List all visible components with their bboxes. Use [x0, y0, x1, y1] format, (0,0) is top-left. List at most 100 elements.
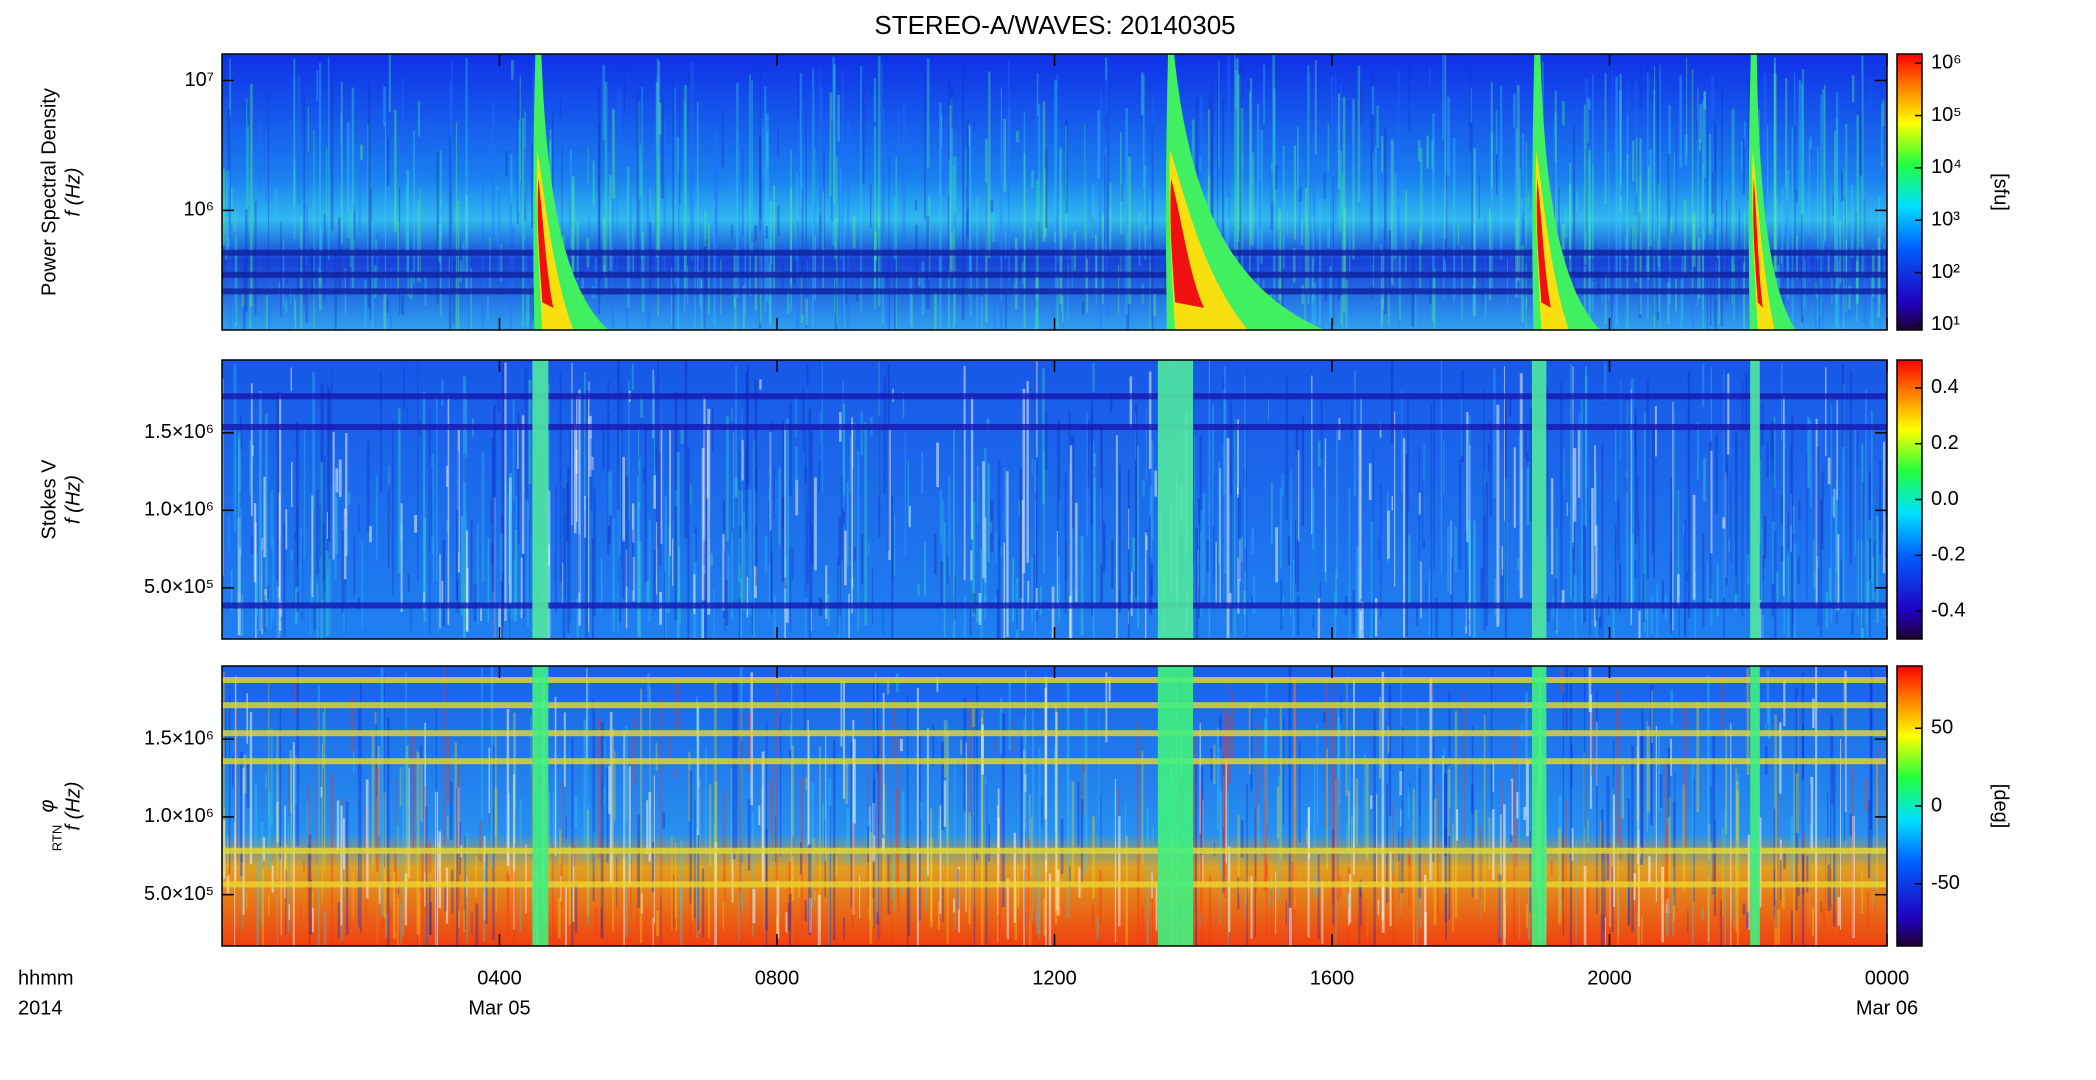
- streak: [1126, 132, 1129, 236]
- streak: [1141, 750, 1144, 865]
- streak: [1870, 276, 1874, 330]
- spectrogram-background: [222, 54, 1887, 330]
- streak: [696, 877, 700, 922]
- streak: [759, 292, 761, 325]
- streak: [1850, 184, 1854, 258]
- streak: [691, 881, 694, 921]
- streak: [1271, 162, 1273, 202]
- streak: [1298, 741, 1301, 843]
- streak: [1649, 149, 1653, 246]
- streak: [1565, 666, 1568, 734]
- streak: [1371, 86, 1375, 115]
- streak: [602, 265, 606, 277]
- streak: [697, 706, 700, 836]
- streak: [640, 395, 643, 418]
- streak: [320, 786, 323, 798]
- streak: [1521, 136, 1525, 245]
- streak: [275, 186, 278, 215]
- streak: [1286, 212, 1288, 235]
- streak: [569, 431, 571, 624]
- streak: [960, 739, 963, 755]
- streak: [1696, 422, 1700, 481]
- streak: [1138, 210, 1141, 266]
- streak: [1281, 473, 1284, 498]
- streak: [1043, 449, 1045, 575]
- streak: [1655, 725, 1657, 902]
- streak: [1811, 863, 1813, 888]
- streak: [620, 383, 623, 568]
- streak: [871, 566, 874, 625]
- streak: [1447, 768, 1451, 836]
- streak: [674, 87, 676, 285]
- streak: [1588, 99, 1591, 110]
- streak: [374, 711, 378, 725]
- streak: [814, 235, 816, 300]
- streak: [997, 460, 1001, 639]
- streak: [1054, 223, 1057, 292]
- streak: [622, 456, 625, 542]
- streak: [655, 742, 658, 771]
- streak: [936, 442, 940, 488]
- streak: [316, 70, 319, 102]
- streak: [767, 501, 770, 536]
- streak: [1141, 906, 1144, 946]
- streak: [562, 488, 566, 639]
- streak: [1722, 826, 1724, 917]
- streak: [789, 724, 792, 753]
- streak: [440, 205, 443, 216]
- streak: [952, 165, 955, 217]
- streak: [1301, 285, 1304, 305]
- streak: [834, 217, 837, 259]
- streak: [1265, 802, 1267, 885]
- streak: [782, 419, 784, 529]
- streak: [872, 720, 875, 838]
- streak: [479, 820, 482, 862]
- streak: [1652, 120, 1655, 315]
- streak: [1137, 445, 1140, 628]
- streak: [1547, 601, 1550, 623]
- streak: [1149, 516, 1151, 614]
- streak: [1631, 227, 1633, 250]
- streak: [1820, 421, 1823, 637]
- streak: [235, 235, 238, 326]
- streak: [970, 396, 974, 540]
- streak: [443, 667, 446, 845]
- streak: [1345, 733, 1348, 797]
- y-axis-label: f (Hz): [62, 782, 84, 831]
- streak: [1710, 277, 1712, 326]
- streak: [358, 133, 361, 232]
- streak: [424, 722, 427, 907]
- streak: [1059, 147, 1062, 305]
- streak: [1275, 871, 1277, 935]
- streak: [431, 468, 434, 537]
- streak: [1500, 814, 1502, 875]
- streak: [648, 519, 651, 622]
- streak: [418, 891, 421, 946]
- streak: [584, 495, 586, 539]
- streak: [493, 497, 496, 639]
- colorbar-label: [sfu]: [1990, 173, 2012, 211]
- streak: [1860, 73, 1862, 263]
- streak: [611, 105, 614, 293]
- streak: [1418, 139, 1421, 162]
- streak: [1400, 667, 1402, 916]
- streak: [1786, 217, 1789, 269]
- streak: [778, 467, 781, 545]
- streak: [638, 541, 642, 605]
- streak: [1312, 488, 1315, 615]
- streak: [1684, 601, 1686, 635]
- streak: [764, 86, 767, 311]
- streak: [1744, 121, 1746, 147]
- streak: [578, 389, 581, 626]
- streak: [848, 593, 850, 639]
- streak: [446, 520, 449, 533]
- streak: [842, 381, 844, 509]
- y-axis-label: Power Spectral Density: [38, 88, 60, 296]
- streak: [238, 440, 241, 517]
- streak: [1519, 434, 1521, 589]
- streak: [1868, 471, 1871, 579]
- streak: [1251, 595, 1254, 608]
- streak: [1444, 763, 1448, 846]
- streak: [1215, 542, 1217, 608]
- streak: [1420, 147, 1423, 244]
